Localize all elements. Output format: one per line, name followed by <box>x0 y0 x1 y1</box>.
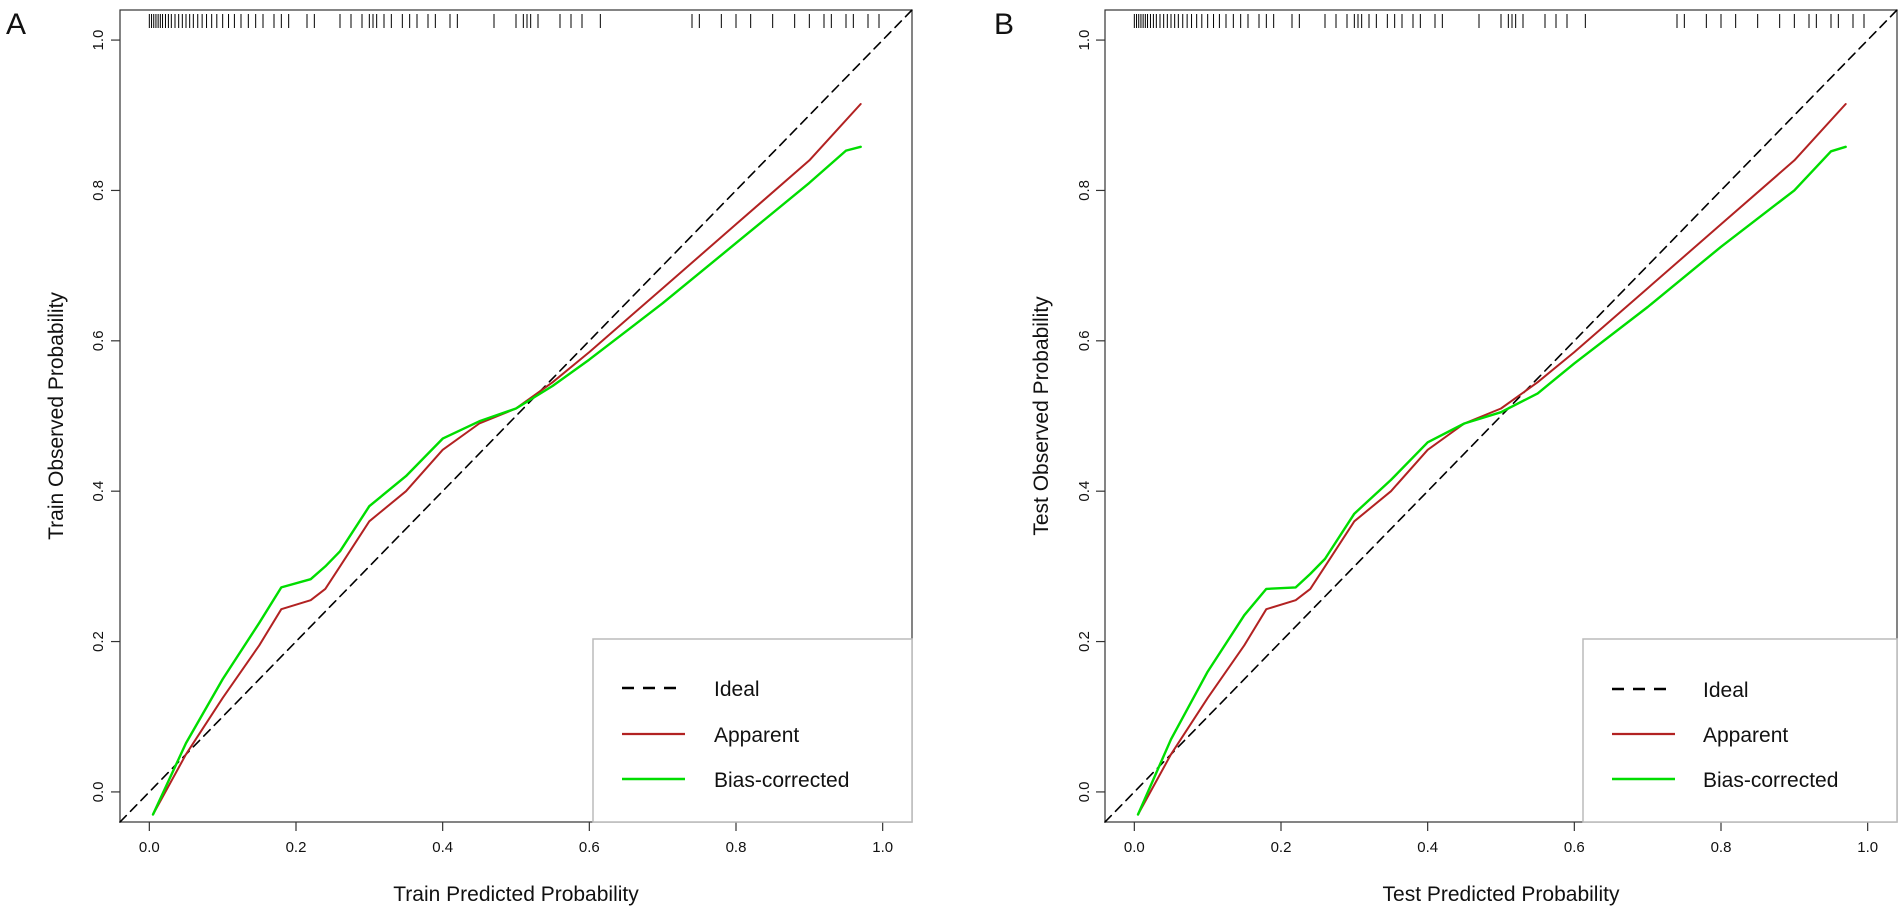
panel-a-x-tick-label: 0.8 <box>726 839 747 856</box>
panel-a-y-tick-label: 0.2 <box>90 631 107 652</box>
panel-b-legend-box <box>1582 638 1898 823</box>
panel-b-legend: Ideal Apparent Bias-corrected <box>1582 638 1898 823</box>
panel-a-x-tick-label: 0.0 <box>139 839 160 856</box>
panel-a-y-tick-label: 0.0 <box>90 781 107 802</box>
panel-b-legend-bias-corrected-label: Bias-corrected <box>1703 769 1838 792</box>
panel-a-legend-box <box>592 638 913 823</box>
panel-b-y-tick-label: 0.4 <box>1076 481 1093 502</box>
panel-a-legend: Ideal Apparent Bias-corrected <box>592 638 913 823</box>
panel-a-y-tick-label: 0.8 <box>90 180 107 201</box>
panel-a-series-apparent <box>152 103 862 816</box>
panel-b: B 0.0 0.2 0.4 0.6 0.8 1.0 0.00.20.40.60.81.0 … <box>994 8 1898 906</box>
panel-a-x-tick-label: 0.2 <box>286 839 307 856</box>
panel-b-series-apparent <box>1137 103 1847 816</box>
panel-b-rug <box>1133 14 1865 28</box>
panel-a-letter: A <box>6 8 26 41</box>
panel-a-x-axis: 0.0 0.2 0.4 0.6 0.8 1.0 <box>139 822 893 856</box>
panel-b-y-tick-label: 0.8 <box>1076 180 1093 201</box>
panel-a-y-tick-label: 0.6 <box>90 330 107 351</box>
panel-a-y-tick-label: 0.4 <box>90 481 107 502</box>
panel-a-rug <box>148 14 880 28</box>
panel-a-y-axis: 0.0 0.2 0.4 0.6 0.8 1.0 <box>90 30 120 802</box>
panel-b-x-tick-label: 1.0 <box>1857 839 1878 856</box>
panel-b-y-tick-label: 0.0 <box>1076 781 1093 802</box>
panel-a-series-ideal <box>119 9 913 823</box>
panel-a-legend-ideal-label: Ideal <box>714 678 760 701</box>
panel-b-x-tick-label: 0.8 <box>1711 839 1732 856</box>
panel-a-y-axis-label: Train Observed Probability <box>45 292 68 540</box>
panel-a-x-tick-label: 0.6 <box>579 839 600 856</box>
panel-b-legend-ideal-label: Ideal <box>1703 679 1749 702</box>
panel-b-plot-frame <box>1104 9 1898 823</box>
panel-b-y-tick-label: 0.6 <box>1076 330 1093 351</box>
panel-a: A 0.0 0.2 0.4 0.6 0.8 1.0 0.00.20.40.60.81.0 … <box>6 8 913 906</box>
panel-b-x-axis-label: Test Predicted Probability <box>1383 883 1620 906</box>
panel-a-x-tick-label: 1.0 <box>872 839 893 856</box>
panel-b-y-tick-label: 1.0 <box>1076 30 1093 51</box>
panel-b-x-tick-label: 0.6 <box>1564 839 1585 856</box>
panel-a-legend-apparent-label: Apparent <box>714 724 799 747</box>
panel-a-plot-frame <box>119 9 913 823</box>
panel-b-x-tick-label: 0.2 <box>1271 839 1292 856</box>
panel-b-series-ideal <box>1104 9 1898 823</box>
panel-b-x-tick-label: 0.4 <box>1417 839 1438 856</box>
panel-a-y-tick-label: 1.0 <box>90 30 107 51</box>
panel-b-series-bias-corrected <box>1136 145 1847 816</box>
panel-a-legend-bias-corrected-label: Bias-corrected <box>714 769 849 792</box>
panel-a-x-tick-label: 0.4 <box>432 839 453 856</box>
panel-b-letter: B <box>994 8 1014 41</box>
panel-b-series <box>1104 9 1898 823</box>
panel-a-series <box>119 9 913 823</box>
panel-b-y-axis-label: Test Observed Probability <box>1030 296 1053 536</box>
panel-b-y-axis: 0.0 0.2 0.4 0.6 0.8 1.0 <box>1076 30 1105 802</box>
panel-a-series-bias-corrected <box>151 145 862 816</box>
panel-b-x-tick-label: 0.0 <box>1124 839 1145 856</box>
panel-a-x-axis-label: Train Predicted Probability <box>393 883 639 906</box>
panel-b-legend-apparent-label: Apparent <box>1703 724 1788 747</box>
panel-b-x-axis: 0.0 0.2 0.4 0.6 0.8 1.0 <box>1124 822 1878 856</box>
panel-b-y-tick-label: 0.2 <box>1076 631 1093 652</box>
